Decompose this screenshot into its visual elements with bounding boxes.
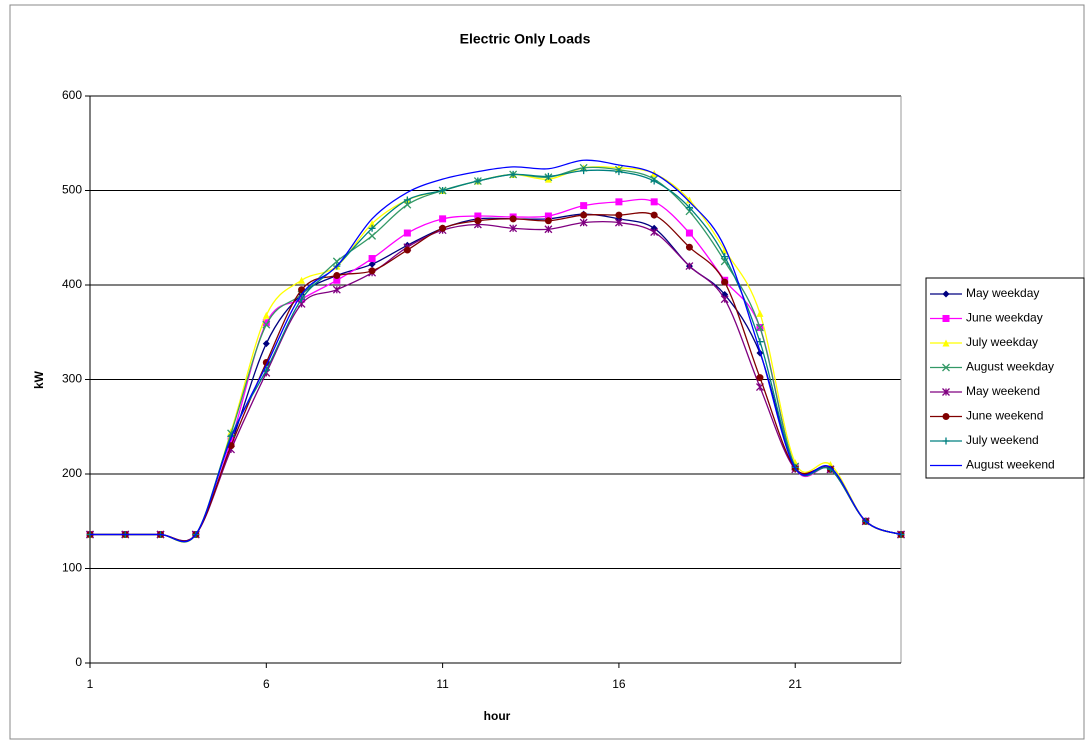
- marker: [403, 246, 411, 254]
- legend-label: July weekend: [966, 433, 1039, 447]
- marker: [756, 309, 764, 317]
- x-tick-label: 1: [87, 677, 94, 691]
- x-axis-label: hour: [484, 709, 511, 723]
- marker: [685, 243, 693, 251]
- marker: [262, 311, 270, 319]
- y-tick-label: 400: [62, 277, 82, 291]
- marker: [474, 217, 482, 225]
- marker: [298, 276, 306, 284]
- marker: [544, 172, 552, 180]
- marker: [439, 187, 447, 194]
- y-tick-label: 200: [62, 466, 82, 480]
- marker: [720, 257, 729, 266]
- marker: [580, 211, 588, 219]
- legend-label: August weekend: [966, 458, 1055, 472]
- marker: [650, 198, 658, 206]
- series-line: [89, 212, 902, 542]
- marker: [474, 212, 482, 220]
- marker: [685, 204, 693, 212]
- marker: [544, 212, 552, 220]
- marker: [262, 340, 270, 348]
- marker: [333, 272, 341, 280]
- marker: [942, 437, 950, 445]
- marker: [544, 217, 552, 225]
- y-tick-label: 300: [62, 372, 82, 386]
- marker: [685, 196, 693, 204]
- marker: [685, 262, 694, 271]
- y-axis-label: kW: [32, 370, 46, 389]
- marker: [332, 285, 341, 294]
- y-tick-label: 0: [75, 655, 82, 669]
- marker: [368, 267, 376, 275]
- marker: [615, 211, 623, 219]
- marker: [942, 413, 950, 420]
- marker: [262, 320, 271, 329]
- marker: [403, 229, 411, 237]
- marker: [650, 228, 659, 237]
- y-tick-label: 600: [62, 88, 82, 102]
- legend-label: August weekday: [966, 360, 1054, 374]
- marker: [615, 198, 623, 206]
- marker: [368, 220, 376, 228]
- marker: [509, 215, 517, 223]
- marker: [227, 437, 235, 445]
- legend-label: June weekend: [966, 409, 1043, 423]
- marker: [439, 224, 447, 232]
- legend-label: July weekday: [966, 335, 1038, 349]
- series-line: [89, 169, 902, 543]
- legend-label: May weekday: [966, 286, 1039, 300]
- marker: [333, 276, 341, 284]
- marker: [650, 211, 658, 219]
- y-tick-label: 500: [62, 183, 82, 197]
- marker: [544, 225, 553, 234]
- marker: [509, 170, 517, 178]
- marker: [650, 177, 658, 185]
- x-tick-label: 16: [612, 677, 626, 691]
- marker: [942, 363, 950, 372]
- marker: [474, 177, 482, 185]
- legend-box: [925, 277, 1085, 479]
- marker: [942, 315, 950, 322]
- legend-label: June weekday: [966, 311, 1043, 325]
- x-tick-label: 21: [789, 677, 803, 691]
- marker: [368, 255, 376, 263]
- marker: [580, 167, 588, 175]
- series-line: [89, 220, 902, 542]
- marker: [942, 290, 950, 298]
- chart-frame: [9, 4, 1085, 740]
- x-tick-label: 11: [436, 677, 449, 691]
- marker: [685, 229, 693, 237]
- legend-label: May weekend: [966, 384, 1040, 398]
- marker: [721, 253, 729, 261]
- marker: [368, 224, 376, 232]
- marker: [579, 218, 588, 227]
- marker: [756, 374, 764, 382]
- marker: [509, 224, 518, 233]
- marker: [439, 215, 447, 223]
- marker: [368, 260, 376, 268]
- marker: [615, 168, 623, 176]
- marker: [721, 278, 729, 286]
- y-tick-label: 100: [62, 561, 82, 575]
- marker: [942, 388, 950, 396]
- marker: [368, 231, 377, 240]
- marker: [720, 295, 729, 304]
- marker: [580, 202, 588, 210]
- series-line: [89, 159, 902, 543]
- marker: [685, 207, 694, 216]
- marker: [403, 200, 412, 209]
- marker: [614, 218, 623, 227]
- marker: [262, 319, 270, 327]
- marker: [755, 323, 764, 332]
- x-tick-label: 6: [263, 677, 270, 691]
- marker: [403, 196, 411, 204]
- chart-title: Electric Only Loads: [460, 31, 591, 47]
- marker: [942, 339, 950, 347]
